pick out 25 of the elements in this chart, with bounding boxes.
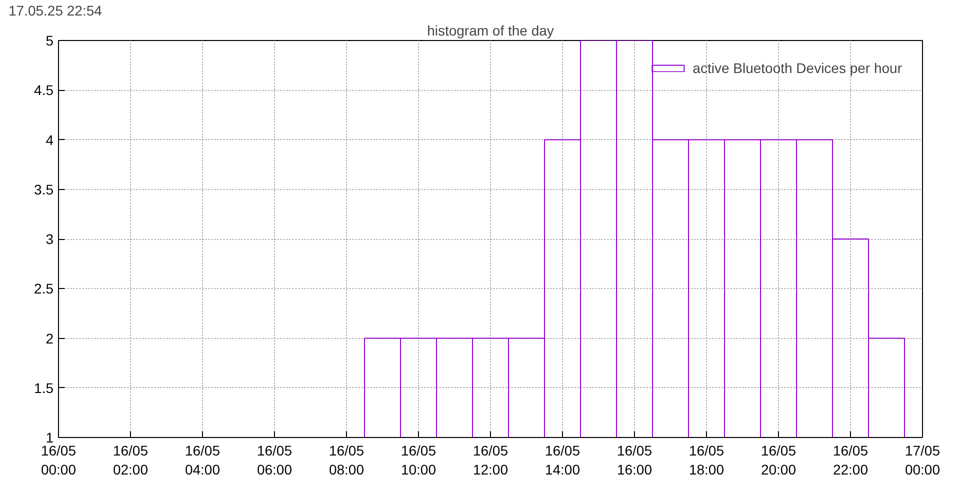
x-tick-label: 16/05 22:00	[832, 442, 868, 478]
x-tick-label: 16/05 10:00	[400, 442, 436, 478]
x-tick-label: 16/05 18:00	[688, 442, 724, 478]
x-tick-label: 16/05 12:00	[472, 442, 508, 478]
x-tick-label: 16/05 00:00	[40, 442, 76, 478]
chart-title: histogram of the day	[427, 22, 554, 38]
x-tick-label: 16/05 08:00	[328, 442, 364, 478]
legend-label: active Bluetooth Devices per hour	[692, 60, 902, 76]
y-tick-label: 4	[46, 132, 54, 148]
y-tick-label: 4.5	[34, 82, 54, 98]
x-tick-label: 16/05 06:00	[256, 442, 292, 478]
y-tick-label: 3.5	[34, 181, 54, 198]
text: 17.05.25 22:54	[8, 2, 102, 18]
x-tick-label: 16/05 14:00	[544, 442, 580, 478]
x-tick-label: 16/05 16:00	[616, 442, 652, 478]
y-tick-label: 2.5	[34, 280, 54, 297]
y-tick-label: 5	[46, 32, 54, 48]
y-tick-label: 2	[46, 330, 54, 346]
y-tick-label: 3	[46, 231, 54, 247]
y-tick-label: 1	[46, 430, 54, 446]
x-tick-label: 17/05 00:00	[904, 442, 940, 478]
x-tick-label: 16/05 04:00	[184, 442, 220, 478]
x-tick-label: 16/05 02:00	[112, 442, 148, 478]
y-tick-label: 1.5	[34, 380, 54, 396]
x-tick-label: 16/05 20:00	[760, 442, 796, 478]
